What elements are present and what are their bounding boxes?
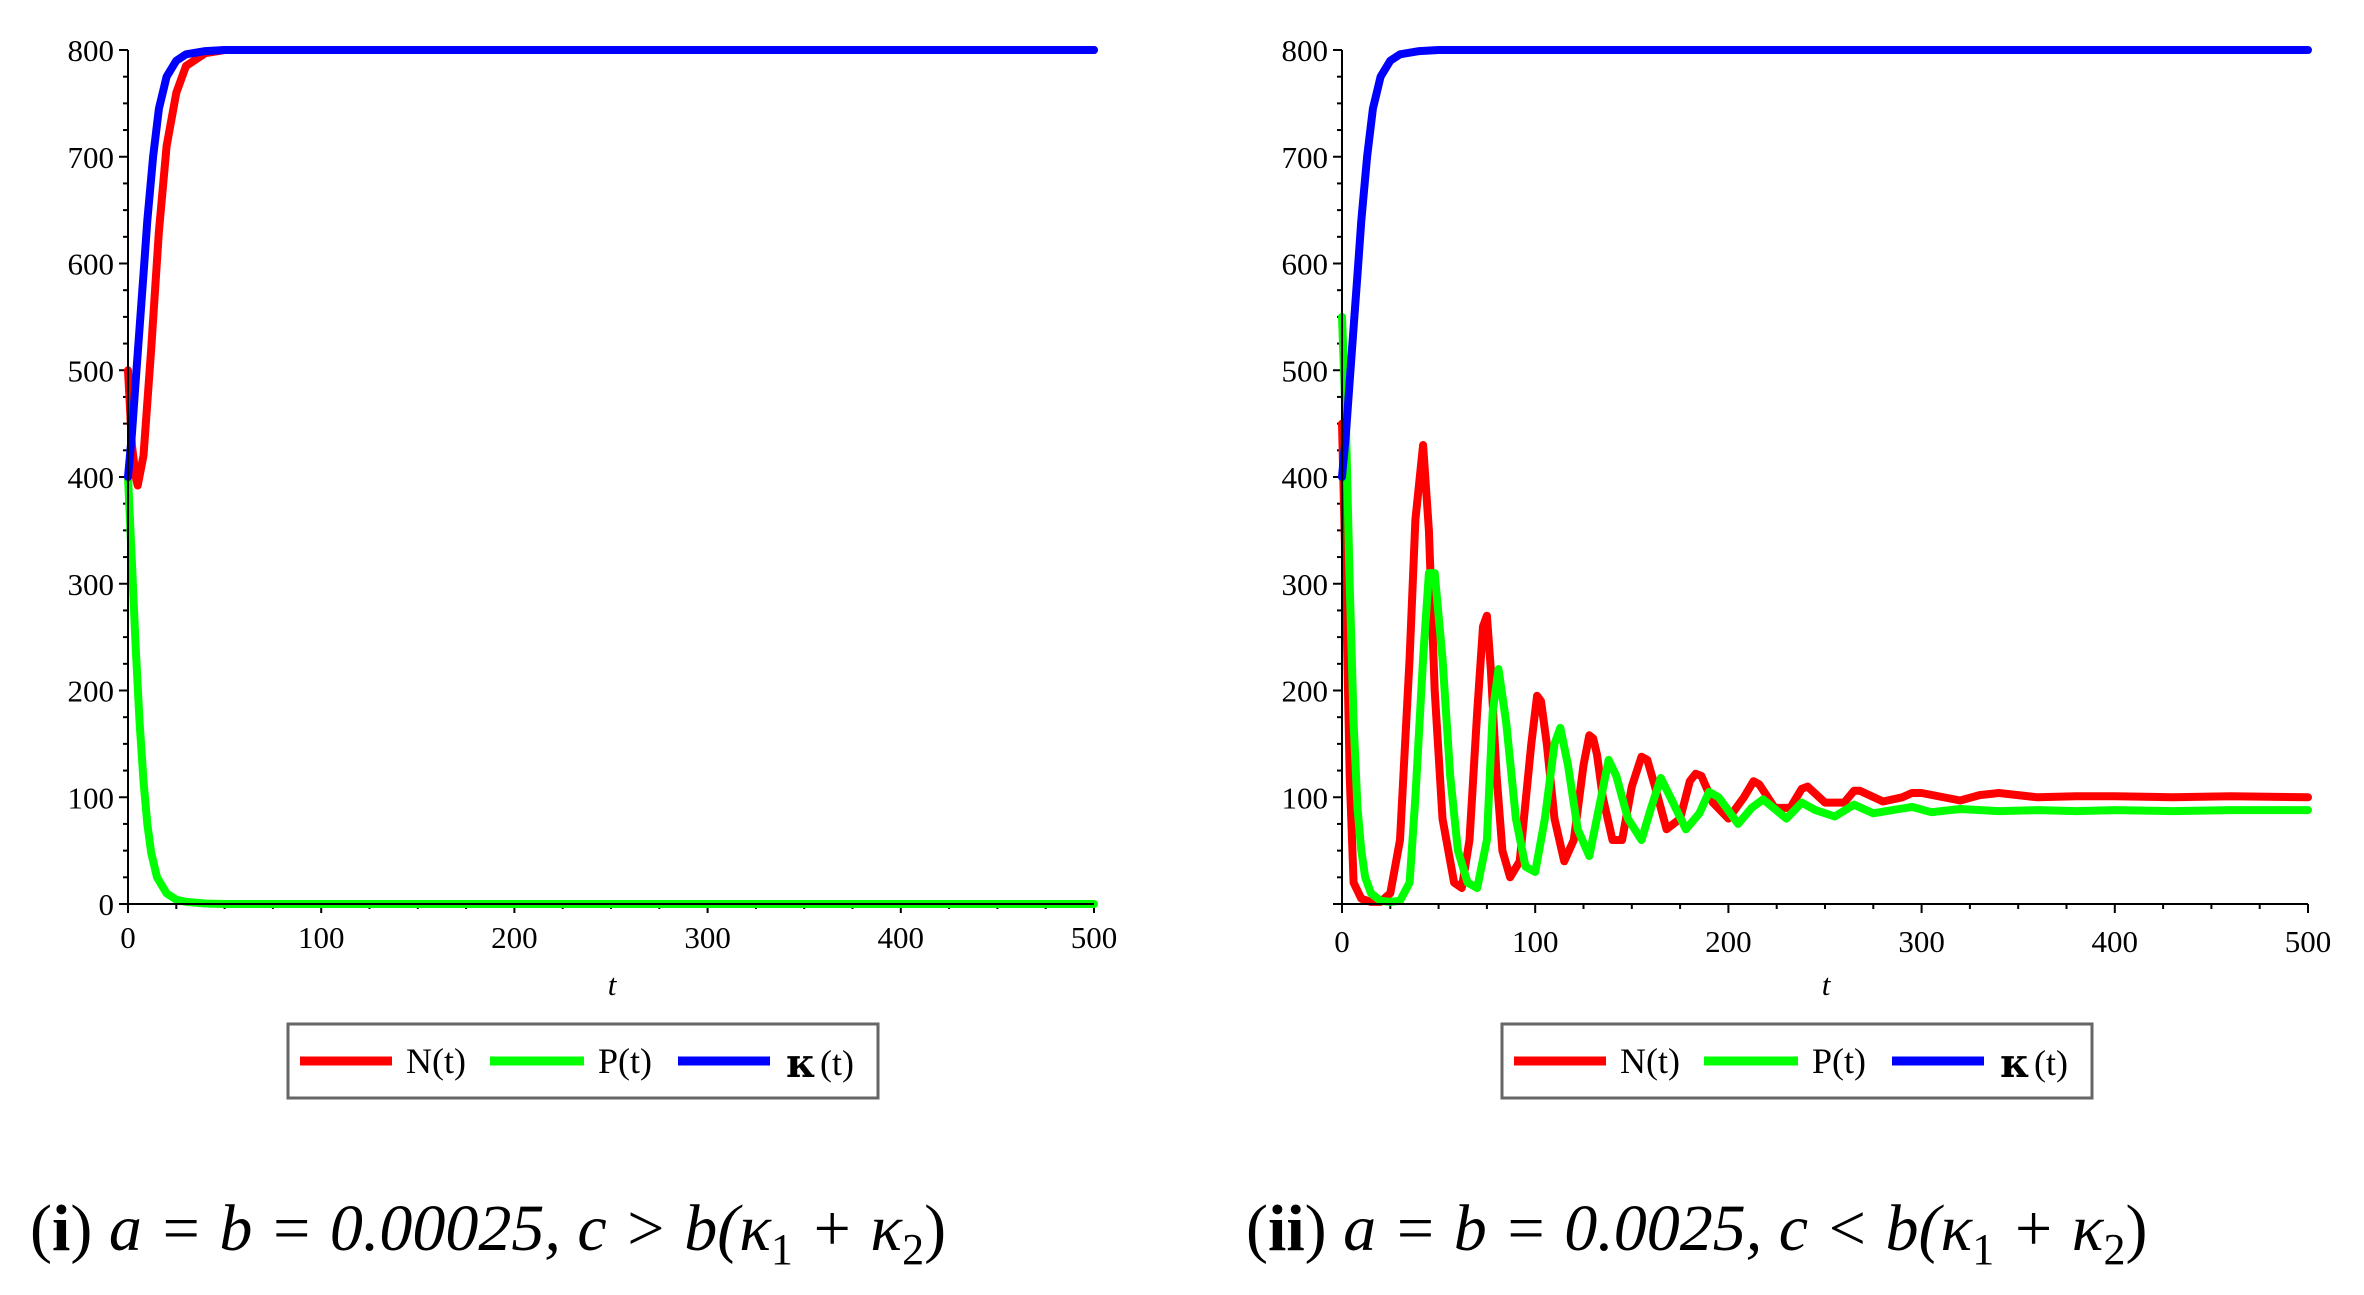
panel-ii-lines	[1338, 46, 2312, 906]
y-tick-label: 200	[68, 674, 115, 709]
y-tick-label: 300	[1282, 567, 1329, 602]
x-tick-label: 100	[1512, 924, 1559, 959]
panel-i-caption: (i) a = b = 0.00025, c > b(κ1 + κ2)	[30, 1192, 946, 1274]
y-tick-label: 100	[68, 780, 115, 815]
panel-i-lines	[124, 46, 1098, 908]
y-tick-label: 700	[1282, 140, 1329, 175]
legend-label-p: P(t)	[598, 1041, 652, 1081]
y-tick-label: 800	[68, 33, 115, 68]
panel-i-caption-label: i	[52, 1192, 70, 1265]
x-tick-label: 300	[684, 920, 731, 955]
panel-ii-series-kappa-line	[1338, 46, 2312, 481]
y-tick-label: 400	[1282, 460, 1329, 495]
panel-i-caption-sub1: 1	[771, 1225, 793, 1274]
panel-i-legend: N(t) P(t) κ (t)	[286, 1022, 880, 1100]
panel-ii-caption-label: ii	[1268, 1192, 1305, 1265]
y-tick-label: 700	[68, 140, 115, 175]
x-tick-label: 200	[1705, 924, 1752, 959]
panel-ii-caption-close: )	[2125, 1192, 2147, 1265]
panel-ii-caption-sub2: 2	[2103, 1225, 2125, 1274]
y-tick-label: 400	[68, 460, 115, 495]
panel-ii-x-label: t	[1822, 967, 1832, 1002]
legend-label-kappa-symbol: κ	[2000, 1040, 2030, 1087]
panel-i-series-n-line	[124, 46, 1098, 490]
x-tick-label: 0	[120, 920, 136, 955]
panel-i-caption-text: a = b = 0.00025, c > b(κ	[109, 1192, 772, 1265]
x-tick-label: 300	[1898, 924, 1945, 959]
x-tick-label: 400	[2092, 924, 2139, 959]
legend-label-n: N(t)	[1620, 1041, 1680, 1081]
y-tick-label: 600	[1282, 247, 1329, 282]
panel-ii-caption: (ii) a = b = 0.0025, c < b(κ1 + κ2)	[1246, 1192, 2147, 1274]
panel-i-x-label: t	[608, 967, 618, 1002]
panel-i-caption-close: )	[924, 1192, 946, 1265]
x-tick-label: 0	[1334, 924, 1350, 959]
y-tick-label: 100	[1282, 780, 1329, 815]
legend-label-p: P(t)	[1812, 1041, 1866, 1081]
panel-ii-caption-text: a = b = 0.0025, c < b(κ	[1343, 1192, 1973, 1265]
y-tick-label: 200	[1282, 674, 1329, 709]
y-tick-label: 0	[99, 887, 115, 922]
legend-label-kappa-symbol: κ	[786, 1040, 816, 1087]
y-tick-label: 300	[68, 567, 115, 602]
y-tick-label: 500	[1282, 353, 1329, 388]
y-tick-label: 500	[68, 353, 115, 388]
panel-ii: 0 100 200 300 400 500 100 200 300 400 500 600 700 800…	[1246, 33, 2331, 1274]
panel-ii-caption-sub1: 1	[1972, 1225, 1994, 1274]
panel-ii-legend: N(t) P(t) κ (t)	[1500, 1022, 2094, 1100]
panel-ii-ticks: 0 100 200 300 400 500 100 200 300 400 500 600 700 800	[1282, 33, 2332, 959]
panel-i-caption-plus: + κ	[793, 1192, 904, 1265]
x-tick-label: 400	[878, 920, 925, 955]
panel-i: 0 100 200 300 400 500 0 100 200 300 400 500 600 700 80…	[30, 33, 1117, 1274]
panel-i-ticks: 0 100 200 300 400 500 0 100 200 300 400 500 600 700 80…	[68, 33, 1118, 955]
x-tick-label: 500	[2285, 924, 2332, 959]
x-tick-label: 500	[1071, 920, 1118, 955]
legend-label-n: N(t)	[406, 1041, 466, 1081]
panel-ii-series-p-line	[1338, 312, 2312, 906]
panel-i-caption-sub2: 2	[902, 1225, 924, 1274]
y-tick-label: 600	[68, 247, 115, 282]
x-tick-label: 100	[298, 920, 345, 955]
y-tick-label: 800	[1282, 33, 1329, 68]
legend-label-kappa-arg: (t)	[820, 1043, 854, 1083]
legend-label-kappa-arg: (t)	[2034, 1043, 2068, 1083]
x-tick-label: 200	[491, 920, 538, 955]
panel-i-series-p-line	[124, 473, 1098, 908]
panel-i-series-kappa-line	[124, 46, 1098, 481]
panel-ii-caption-plus: + κ	[1994, 1192, 2105, 1265]
